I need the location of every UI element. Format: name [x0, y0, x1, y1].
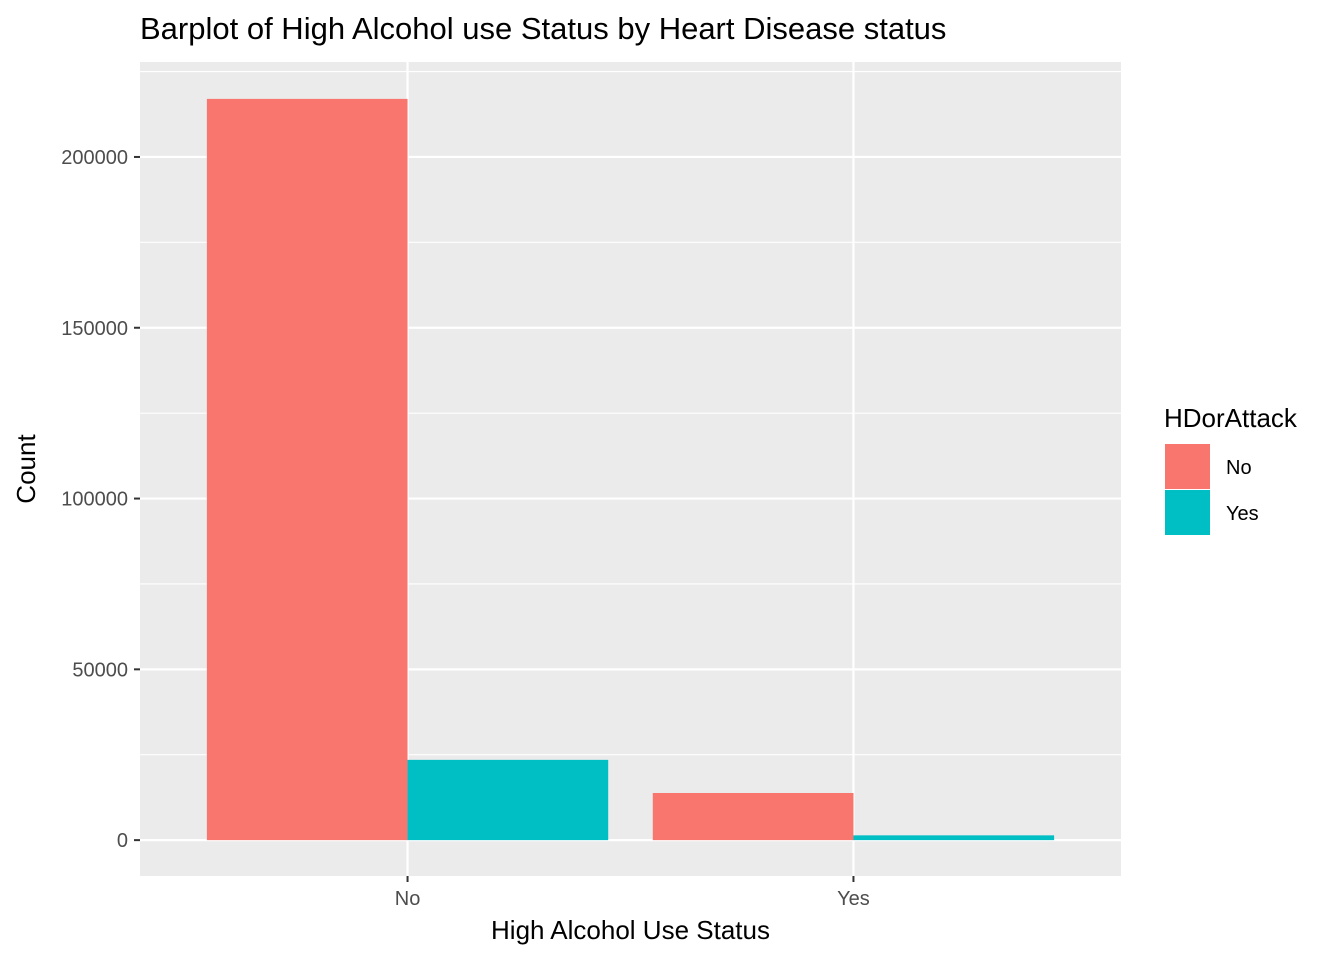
y-tick-label: 150000	[61, 318, 128, 340]
legend-title: HDorAttack	[1164, 403, 1298, 433]
legend: HDorAttack No Yes	[1164, 403, 1298, 535]
bar	[652, 792, 854, 841]
y-axis: 0 50000 100000 150000 200000	[61, 147, 140, 852]
x-axis-title: High Alcohol Use Status	[491, 915, 770, 945]
x-axis: No Yes	[395, 876, 870, 910]
bar	[206, 98, 408, 841]
bar	[407, 759, 609, 841]
legend-label: No	[1226, 457, 1252, 479]
y-axis-title: Count	[11, 434, 41, 504]
bars	[206, 98, 1055, 841]
y-tick-label: 0	[117, 830, 128, 852]
bar	[853, 835, 1055, 841]
chart-title: Barplot of High Alcohol use Status by He…	[140, 11, 946, 46]
x-tick-label: Yes	[837, 888, 870, 910]
y-tick-label: 200000	[61, 147, 128, 169]
x-tick-label: No	[395, 888, 421, 910]
legend-key	[1165, 490, 1210, 535]
legend-key	[1165, 444, 1210, 489]
legend-label: Yes	[1226, 503, 1259, 525]
y-tick-label: 50000	[72, 659, 128, 681]
y-tick-label: 100000	[61, 489, 128, 511]
